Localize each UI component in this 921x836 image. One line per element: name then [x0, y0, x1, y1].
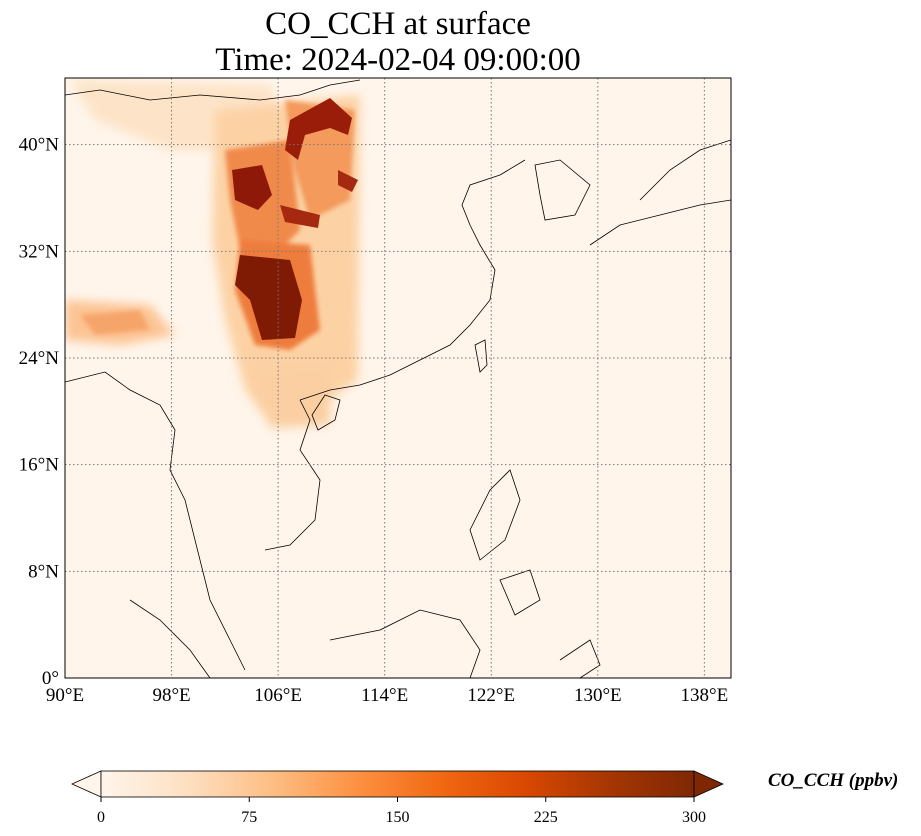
- lat-tick-label: 16°N: [19, 455, 60, 476]
- coastline-bay-of-bengal: [65, 371, 246, 671]
- map-time-subtitle: Time: 2024-02-04 09:00:00: [215, 42, 581, 78]
- lat-tick-label: 32°N: [19, 241, 60, 262]
- concentration-field: [65, 80, 360, 428]
- plume-peak-east: [338, 170, 358, 192]
- colorbar-tick-label: 300: [682, 809, 706, 826]
- lon-tick-label: 138°E: [681, 685, 729, 706]
- plume-peak-west: [232, 165, 272, 210]
- plume-peak-central: [235, 255, 302, 340]
- colorbar-tick-label: 150: [386, 809, 410, 826]
- taiwan-island: [474, 339, 488, 373]
- lon-tick-label: 130°E: [574, 685, 622, 706]
- lon-tick-label: 114°E: [361, 685, 408, 706]
- colorbar-ticks: 0 75 150 225 300: [97, 797, 706, 826]
- map-frame: [64, 77, 732, 679]
- lon-tick-label: 106°E: [254, 685, 302, 706]
- colorbar-tick-label: 0: [97, 809, 105, 826]
- lat-tick-label: 0°: [42, 668, 59, 689]
- colorbar-max-extension: [693, 770, 724, 798]
- lat-tick-label: 8°N: [28, 561, 59, 582]
- colorbar-gradient: [100, 770, 695, 798]
- lat-tick-label: 40°N: [19, 135, 60, 156]
- colorbar-tick-label: 75: [241, 809, 257, 826]
- lon-tick-label: 90°E: [46, 685, 84, 706]
- map-title: CO_CCH at surface: [265, 6, 531, 42]
- coastlines: [65, 79, 731, 678]
- coastline-vietnam: [264, 399, 321, 551]
- japan-south: [589, 199, 731, 246]
- north-border: [65, 79, 361, 101]
- korea-peninsula: [534, 159, 591, 221]
- lon-tick-label: 122°E: [467, 685, 515, 706]
- latitude-labels: 0° 8°N 16°N 24°N 32°N 40°N: [19, 135, 60, 689]
- lat-tick-label: 24°N: [19, 348, 60, 369]
- borneo-coast: [329, 609, 481, 678]
- lon-tick-label: 98°E: [152, 685, 190, 706]
- sumatra-coast: [129, 599, 211, 678]
- japan-north: [639, 139, 731, 201]
- plume-peak-ridge: [280, 205, 320, 228]
- plume-mid-west: [80, 310, 150, 335]
- colorbar: 0 75 150 225 300: [71, 770, 724, 826]
- gridlines: [65, 78, 731, 678]
- colorbar-min-extension: [71, 770, 102, 798]
- longitude-labels: 90°E 98°E 106°E 114°E 122°E 130°E 138°E: [46, 685, 728, 706]
- sulawesi-coast: [559, 639, 601, 678]
- philippines-north: [469, 469, 521, 561]
- colorbar-title: CO_CCH (ppbv): [768, 770, 899, 791]
- map-background: [65, 78, 731, 678]
- coastline-china: [299, 159, 526, 401]
- plume-south: [250, 365, 330, 428]
- hainan-island: [311, 394, 341, 431]
- colorbar-tick-label: 225: [534, 809, 558, 826]
- philippines-south: [499, 569, 541, 616]
